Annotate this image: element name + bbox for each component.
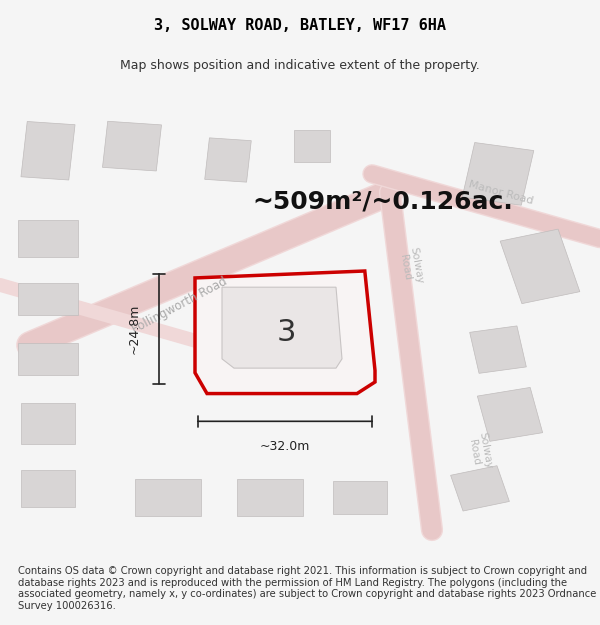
Polygon shape [237, 479, 303, 516]
Polygon shape [470, 326, 526, 373]
Polygon shape [18, 342, 78, 375]
Polygon shape [205, 138, 251, 182]
Text: ~32.0m: ~32.0m [260, 440, 310, 452]
Polygon shape [21, 402, 75, 444]
Text: Contains OS data © Crown copyright and database right 2021. This information is : Contains OS data © Crown copyright and d… [18, 566, 596, 611]
Polygon shape [462, 142, 534, 205]
Text: Solway
Road: Solway Road [397, 246, 425, 286]
Text: 3, SOLWAY ROAD, BATLEY, WF17 6HA: 3, SOLWAY ROAD, BATLEY, WF17 6HA [154, 18, 446, 33]
Polygon shape [103, 121, 161, 171]
Polygon shape [294, 130, 330, 162]
Polygon shape [500, 229, 580, 304]
Polygon shape [195, 271, 375, 394]
Polygon shape [135, 479, 201, 516]
Text: Solway
Road: Solway Road [466, 431, 494, 471]
Polygon shape [451, 466, 509, 511]
Text: 3: 3 [277, 318, 296, 346]
Polygon shape [21, 121, 75, 180]
Polygon shape [222, 288, 342, 368]
Polygon shape [18, 282, 78, 315]
Text: Map shows position and indicative extent of the property.: Map shows position and indicative extent… [120, 59, 480, 72]
Polygon shape [18, 220, 78, 257]
Text: ~509m²/~0.126ac.: ~509m²/~0.126ac. [252, 189, 513, 214]
Polygon shape [333, 481, 387, 514]
Text: Follingworth Road: Follingworth Road [130, 275, 230, 336]
Polygon shape [21, 470, 75, 507]
Polygon shape [478, 388, 542, 441]
Text: ~24.8m: ~24.8m [128, 304, 141, 354]
Text: Manor Road: Manor Road [467, 179, 535, 206]
